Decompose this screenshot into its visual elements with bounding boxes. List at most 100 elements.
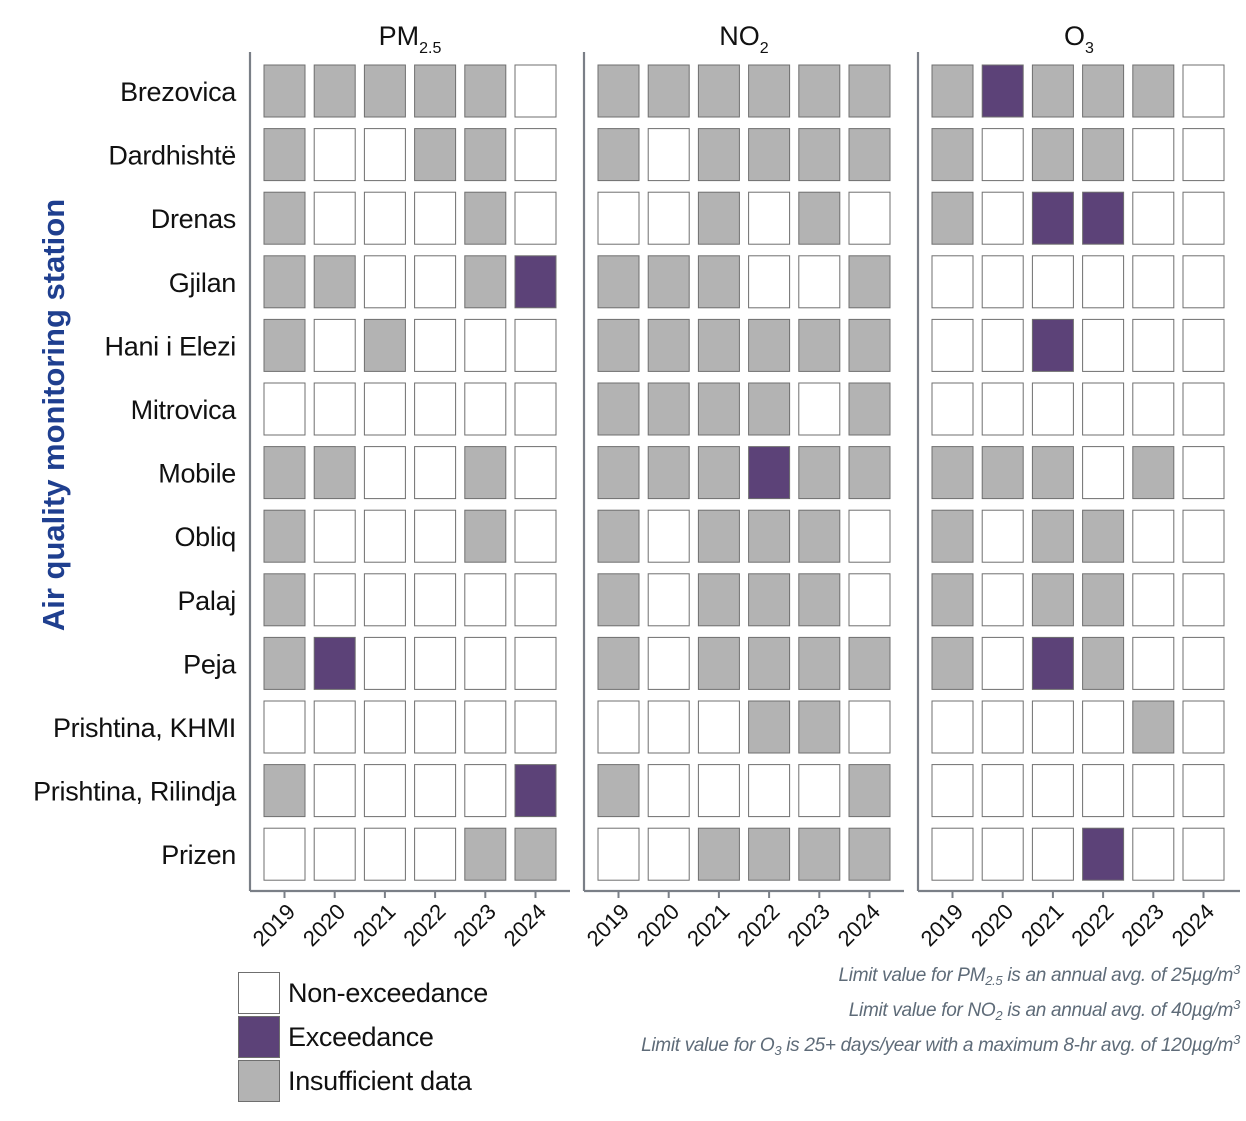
heatmap-cell — [263, 573, 306, 627]
heatmap-cell — [464, 191, 507, 245]
heatmap-cell — [931, 636, 974, 690]
x-tick-label: 2022 — [398, 899, 450, 951]
heatmap-cell — [647, 64, 690, 118]
heatmap-cell — [848, 636, 891, 690]
heatmap-cell — [414, 446, 457, 500]
heatmap-cell — [597, 700, 640, 754]
heatmap-cell — [848, 764, 891, 818]
heatmap-cell — [514, 827, 557, 881]
heatmap-cell — [647, 636, 690, 690]
heatmap-cell — [313, 382, 356, 436]
heatmap-cell — [981, 827, 1024, 881]
station-label: Gjilan — [169, 268, 236, 298]
x-tick-label: 2021 — [682, 899, 734, 951]
x-tick-label: 2023 — [449, 899, 501, 951]
heatmap-cell — [363, 636, 406, 690]
heatmap-cell — [748, 191, 791, 245]
legend-label-non-exceedance: Non-exceedance — [288, 977, 488, 1008]
heatmap-cell — [313, 128, 356, 182]
station-label: Dardhishtë — [108, 141, 236, 171]
x-tick-label: 2020 — [632, 899, 684, 951]
heatmap-cell — [464, 509, 507, 563]
heatmap-cell — [647, 446, 690, 500]
heatmap-cell — [263, 764, 306, 818]
station-label: Brezovica — [120, 77, 237, 107]
heatmap-cell — [514, 446, 557, 500]
x-tick-label: 2024 — [1167, 899, 1219, 951]
heatmap-cell — [597, 191, 640, 245]
heatmap-cell — [798, 382, 841, 436]
heatmap-cell — [848, 128, 891, 182]
heatmap-cell — [697, 191, 740, 245]
heatmap-cell — [414, 700, 457, 754]
heatmap-cell — [414, 128, 457, 182]
heatmap-cell — [263, 446, 306, 500]
heatmap-cell — [931, 191, 974, 245]
heatmap-cell — [798, 764, 841, 818]
heatmap-cell — [597, 318, 640, 372]
heatmap-cell — [464, 64, 507, 118]
heatmap-cell — [1182, 191, 1225, 245]
heatmap-cell — [464, 573, 507, 627]
heatmap-cell — [514, 382, 557, 436]
heatmap-cell — [748, 318, 791, 372]
heatmap-cell — [1182, 64, 1225, 118]
heatmap-cell — [514, 573, 557, 627]
heatmap-cell — [1031, 318, 1074, 372]
heatmap-cell — [464, 827, 507, 881]
heatmap-cell — [697, 128, 740, 182]
heatmap-cell — [748, 764, 791, 818]
heatmap-cell — [514, 64, 557, 118]
heatmap-cell — [263, 255, 306, 309]
heatmap-cell — [647, 573, 690, 627]
heatmap-cell — [1031, 509, 1074, 563]
heatmap-cell — [1182, 509, 1225, 563]
heatmap-cell — [263, 509, 306, 563]
heatmap-cell — [798, 318, 841, 372]
heatmap-cell — [931, 573, 974, 627]
heatmap-cell — [1182, 382, 1225, 436]
heatmap-cell — [697, 636, 740, 690]
heatmap-cell — [1082, 764, 1125, 818]
x-tick-label: 2023 — [1117, 899, 1169, 951]
heatmap-cell — [313, 636, 356, 690]
heatmap-cell — [597, 827, 640, 881]
heatmap-cell — [1182, 636, 1225, 690]
y-axis-title: Air quality monitoring station — [36, 199, 71, 631]
heatmap-cell — [647, 509, 690, 563]
heatmap-cell — [848, 318, 891, 372]
heatmap-cell — [313, 446, 356, 500]
heatmap-cell — [1031, 700, 1074, 754]
legend-swatch-non-exceedance — [238, 972, 280, 1014]
heatmap-cell — [363, 64, 406, 118]
heatmap-cell — [1182, 700, 1225, 754]
heatmap-cell — [597, 382, 640, 436]
heatmap-cell — [313, 827, 356, 881]
heatmap-cell — [514, 509, 557, 563]
heatmap-cell — [1082, 827, 1125, 881]
heatmap-cell — [514, 764, 557, 818]
heatmap-cell — [1132, 573, 1175, 627]
heatmap-cell — [313, 191, 356, 245]
heatmap-cell — [798, 128, 841, 182]
heatmap-cell — [1082, 255, 1125, 309]
x-tick-label: 2019 — [248, 899, 300, 951]
x-tick-label: 2024 — [499, 899, 551, 951]
heatmap-cell — [363, 382, 406, 436]
heatmap-cell — [848, 64, 891, 118]
station-label: Mobile — [158, 459, 236, 489]
heatmap-cell — [1182, 764, 1225, 818]
heatmap-cell — [647, 318, 690, 372]
heatmap-cell — [363, 446, 406, 500]
heatmap-cell — [414, 509, 457, 563]
heatmap-cell — [414, 382, 457, 436]
heatmap-cell — [647, 827, 690, 881]
heatmap-cell — [848, 827, 891, 881]
heatmap-cell — [1082, 64, 1125, 118]
legend-item-insufficient: Insufficient data — [238, 1059, 472, 1103]
heatmap-cell — [1182, 255, 1225, 309]
heatmap-cell — [1082, 318, 1125, 372]
heatmap-cell — [981, 700, 1024, 754]
heatmap-cell — [1082, 700, 1125, 754]
